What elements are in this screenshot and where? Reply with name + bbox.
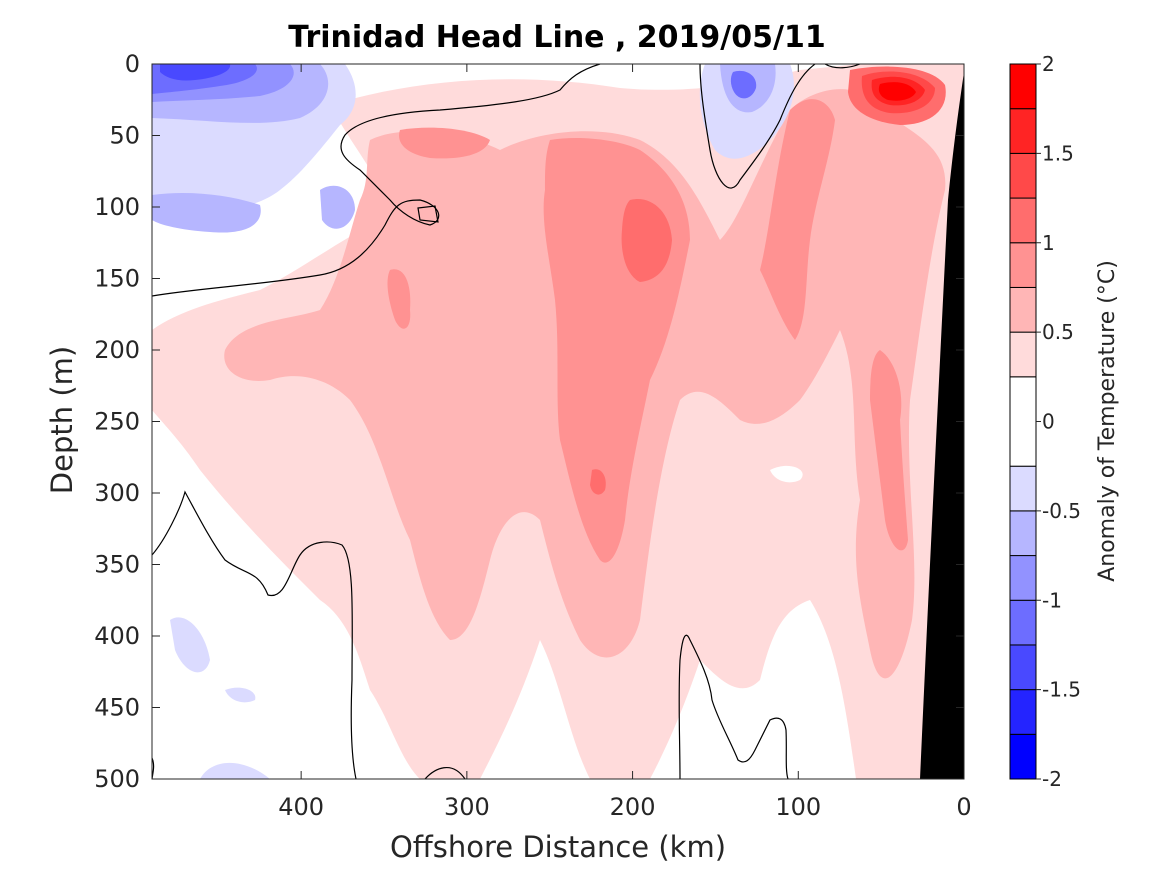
contour-fill-warm-1.0c (590, 469, 606, 495)
chart-title: Trinidad Head Line , 2019/05/11 (288, 20, 825, 55)
contour-fill-warm-1.75 (878, 82, 916, 101)
contour-fill-warm-0.75d (870, 350, 908, 551)
y-tick-label: 400 (94, 622, 140, 650)
colorbar-swatch (1009, 510, 1037, 557)
x-tick-label: 0 (956, 793, 971, 821)
colorbar-tick-label: 2 (1042, 52, 1055, 76)
contour-fill-warm-0.75b (760, 99, 835, 340)
y-tick-label: 150 (94, 265, 140, 293)
y-axis-title: Depth (m) (45, 346, 79, 494)
y-tick-label: 0 (125, 50, 140, 78)
x-tick-label: 200 (610, 793, 656, 821)
colorbar-tick-label: 1 (1042, 231, 1055, 255)
y-tick-label: 100 (94, 193, 140, 221)
colorbar-tick-label: -2 (1042, 767, 1062, 791)
contour-fill-cold-0.5b (152, 193, 261, 233)
colorbar-tick-label: 0.5 (1042, 320, 1074, 344)
y-tick-label: 450 (94, 694, 140, 722)
colorbar-swatch (1009, 599, 1037, 646)
y-tick-label: 200 (94, 336, 140, 364)
y-tick-label: 250 (94, 408, 140, 436)
y-axis: 0 50 100 150 200 250 300 350 400 450 500 (94, 50, 964, 793)
contour-fill-neutral-2 (770, 465, 803, 483)
x-tick-label: 300 (444, 793, 490, 821)
x-axis-title: Offshore Distance (km) (390, 830, 726, 864)
colorbar-tick-label: 0 (1042, 410, 1055, 434)
colorbar-tick-label: 1.5 (1042, 141, 1074, 165)
x-axis: 400 300 200 100 0 (278, 64, 972, 821)
contour-fill-cold-patch-2 (170, 617, 210, 673)
contour-fill-cold-patch-1 (320, 185, 355, 229)
contour-fill-cold-patch-4 (200, 762, 270, 779)
contour-fill-cold-eddy-1.0 (730, 70, 757, 99)
contour-fill-cold-1.25 (160, 64, 231, 81)
colorbar-tick-label: -1.5 (1042, 678, 1081, 702)
colorbar-tick-label: -0.5 (1042, 499, 1081, 523)
contour-fill-cold-patch-3 (225, 687, 256, 703)
colorbar-swatch (1009, 152, 1037, 199)
colorbar-swatch (1009, 733, 1037, 780)
colorbar-swatch (1009, 689, 1037, 735)
colorbar-tick-label: -1 (1042, 588, 1062, 612)
colorbar-swatch (1009, 286, 1037, 333)
colorbar-swatch (1009, 376, 1037, 467)
colorbar-swatch (1009, 108, 1037, 154)
colorbar: 2 1.5 1 0.5 0 -0.5 -1 -1.5 -2 (1009, 52, 1081, 791)
colorbar-swatch (1009, 242, 1037, 288)
contour-fill-warm-0.75e (387, 269, 411, 329)
colorbar-swatch (1009, 555, 1037, 601)
y-tick-label: 350 (94, 551, 140, 579)
colorbar-swatch (1009, 465, 1037, 512)
y-tick-label: 500 (94, 765, 140, 793)
contour-fill-warm-1.0 (621, 199, 672, 282)
anomaly-field (152, 64, 964, 779)
colorbar-swatch (1009, 197, 1037, 244)
colorbar-title: Anomaly of Temperature (°C) (1095, 260, 1120, 582)
y-tick-label: 50 (109, 122, 140, 150)
colorbar-swatch (1009, 63, 1037, 110)
colorbar-swatch (1009, 331, 1037, 378)
x-tick-label: 400 (278, 793, 324, 821)
x-tick-label: 100 (775, 793, 821, 821)
zero-contour-lines (152, 64, 861, 779)
contour-fill-warm-0.75c (399, 127, 490, 159)
colorbar-swatch (1009, 644, 1037, 691)
y-tick-label: 300 (94, 479, 140, 507)
bathymetry-fill (920, 72, 964, 779)
